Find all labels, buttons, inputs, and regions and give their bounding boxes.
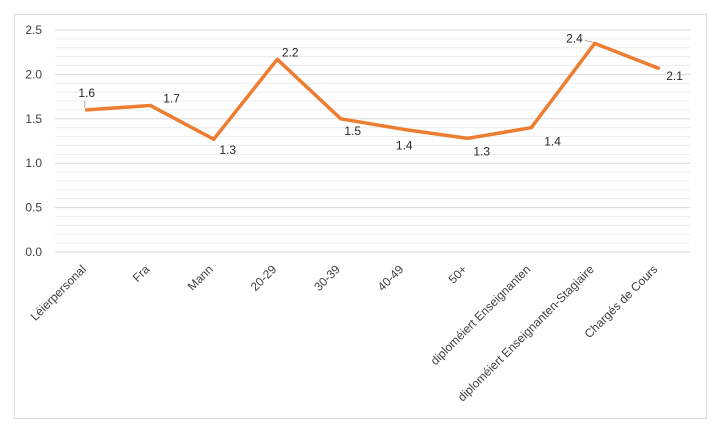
data-label: 2.1 bbox=[666, 69, 683, 83]
y-tick-label: 0.5 bbox=[25, 201, 42, 215]
y-tick-label: 2.0 bbox=[25, 67, 42, 81]
y-tick-label: 2.5 bbox=[25, 23, 42, 37]
y-tick-label: 1.5 bbox=[25, 112, 42, 126]
x-tick-label: 40-49 bbox=[375, 262, 407, 294]
grid-lines bbox=[55, 29, 690, 253]
data-label: 2.4 bbox=[566, 31, 583, 45]
x-tick-label: 50+ bbox=[446, 262, 470, 286]
x-tick-label: Fra bbox=[130, 262, 153, 285]
y-tick-label: 0.0 bbox=[25, 245, 42, 259]
data-label: 1.3 bbox=[219, 143, 236, 157]
data-point bbox=[593, 41, 597, 45]
x-tick-label: Mann bbox=[185, 262, 216, 293]
data-label: 1.5 bbox=[344, 124, 361, 138]
data-point bbox=[212, 137, 216, 141]
data-label: 2.2 bbox=[282, 45, 299, 59]
x-axis-ticks: Léierpersonal Fra Mann 20-29 30-39 40-49 50+di… bbox=[28, 262, 661, 404]
data-point bbox=[656, 66, 660, 70]
label-leader-line bbox=[584, 39, 593, 43]
x-tick-label: 30-39 bbox=[311, 262, 343, 294]
y-tick-label: 1.0 bbox=[25, 156, 42, 170]
series-layer bbox=[85, 41, 660, 141]
data-point bbox=[529, 126, 533, 130]
x-tick-label: diploméiert Enseignanten bbox=[428, 262, 534, 368]
y-axis-ticks: 0.0 0.5 1.0 1.5 2.0 2.5 bbox=[25, 23, 42, 259]
data-point bbox=[339, 117, 343, 121]
data-point bbox=[85, 108, 89, 112]
x-tick-label: diploméiert Enseignanten-Stagiaire bbox=[455, 262, 597, 404]
x-tick-label: 20-29 bbox=[248, 262, 280, 294]
data-point bbox=[466, 136, 470, 140]
data-label: 1.7 bbox=[163, 91, 180, 105]
data-label: 1.3 bbox=[473, 144, 490, 158]
data-point bbox=[275, 57, 279, 61]
data-point bbox=[148, 103, 152, 108]
x-tick-label: Léierpersonal bbox=[28, 262, 89, 323]
data-label: 1.6 bbox=[78, 86, 95, 100]
data-labels: 1.6 1.7 1.3 2.2 1.5 1.4 1.3 1.4 2.4 2.1 bbox=[78, 31, 683, 158]
data-label: 1.4 bbox=[396, 138, 413, 152]
data-label: 1.4 bbox=[544, 135, 561, 149]
data-point bbox=[402, 127, 406, 132]
series-line bbox=[85, 41, 660, 141]
